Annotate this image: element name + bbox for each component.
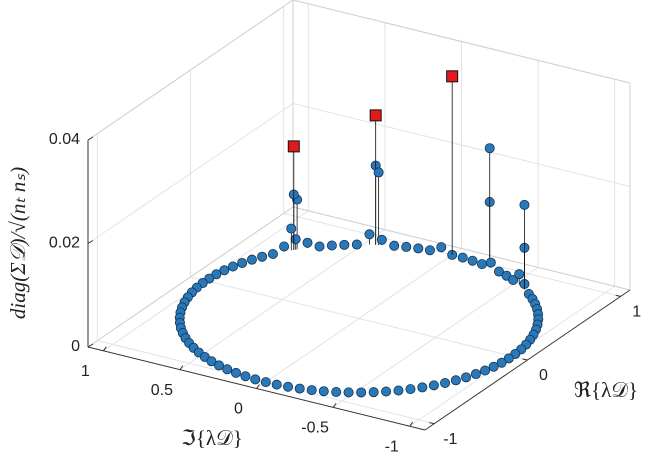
marker <box>286 223 297 234</box>
marker <box>343 387 354 398</box>
marker <box>467 255 478 266</box>
marker <box>450 375 461 386</box>
marker <box>351 239 362 250</box>
marker <box>250 374 261 385</box>
x-tick-label: 1 <box>632 304 641 321</box>
x-tick-label: -1 <box>443 431 457 448</box>
x-tick-label: 0 <box>539 367 548 384</box>
marker <box>401 241 412 252</box>
marker <box>428 380 439 391</box>
marker <box>237 257 248 268</box>
z-tick-label: 0 <box>71 338 80 355</box>
y-axis-label: ℑ{λ𝒟} <box>181 426 243 450</box>
marker <box>222 364 233 375</box>
marker <box>271 379 282 390</box>
marker <box>356 387 367 398</box>
marker <box>496 357 507 368</box>
marker <box>457 252 468 263</box>
marker <box>373 167 384 178</box>
box-edge <box>292 0 631 84</box>
grid-line <box>332 266 539 408</box>
marker <box>214 360 225 371</box>
marker <box>314 241 325 252</box>
tick-mark <box>87 240 94 244</box>
z-tick-label: 0.04 <box>49 131 80 148</box>
marker <box>364 229 375 240</box>
y-tick-label: 0 <box>234 401 243 418</box>
marker <box>302 237 313 248</box>
marker <box>240 371 251 382</box>
y-tick-label: -1 <box>385 438 399 455</box>
marker <box>480 365 491 376</box>
marker <box>436 242 447 253</box>
x-axis-label: ℜ{λ𝒟} <box>574 378 638 402</box>
marker <box>485 257 496 268</box>
tick-mark <box>409 421 414 427</box>
box-edge <box>87 206 294 348</box>
tick-mark <box>332 403 337 408</box>
marker <box>488 361 499 372</box>
marker <box>279 241 290 252</box>
marker <box>326 240 337 251</box>
marker <box>417 382 428 393</box>
marker <box>318 386 329 397</box>
marker <box>389 240 400 251</box>
grid-line <box>256 248 462 389</box>
marker <box>283 381 294 392</box>
tick-mark <box>87 136 94 141</box>
marker <box>290 234 301 245</box>
tick-mark <box>429 422 435 425</box>
box-edge <box>87 0 294 141</box>
marker <box>267 249 278 260</box>
marker <box>424 245 435 256</box>
marker <box>405 384 416 395</box>
marker <box>461 372 472 383</box>
marker <box>484 143 495 154</box>
y-tick-label: -0.5 <box>301 420 329 437</box>
tick-mark <box>256 384 260 389</box>
grid-line <box>292 103 631 187</box>
grid-line <box>87 103 294 244</box>
y-tick-label: 1 <box>81 363 90 380</box>
marker <box>206 356 217 367</box>
z-axis-label: diag(Σ𝒟)/√(nₜ nₛ) <box>6 167 30 319</box>
z-tick-label: 0.02 <box>49 235 80 252</box>
marker <box>476 259 487 270</box>
marker <box>446 70 459 83</box>
grid-line <box>179 229 386 371</box>
marker <box>287 140 300 153</box>
tick-mark <box>522 358 528 361</box>
marker <box>227 261 238 272</box>
marker <box>440 377 451 388</box>
tick-mark <box>87 343 94 348</box>
marker <box>514 269 525 280</box>
marker <box>219 265 230 276</box>
marker <box>294 383 305 394</box>
marker <box>306 385 317 396</box>
marker <box>231 367 242 378</box>
tick-mark <box>615 294 621 297</box>
marker <box>393 385 404 396</box>
marker <box>339 239 350 250</box>
box-edge <box>292 206 631 291</box>
marker <box>257 251 268 262</box>
marker <box>368 387 379 398</box>
marker <box>331 387 342 398</box>
y-tick-label: 0.5 <box>151 382 173 399</box>
marker <box>369 109 382 122</box>
marker <box>260 377 271 388</box>
marker <box>493 266 504 277</box>
tick-mark <box>102 346 107 352</box>
marker <box>376 234 387 245</box>
marker <box>519 199 530 210</box>
marker <box>381 386 392 397</box>
marker <box>508 275 519 286</box>
marker <box>413 243 424 254</box>
marker <box>246 254 257 265</box>
marker <box>470 369 481 380</box>
tick-mark <box>179 365 184 370</box>
